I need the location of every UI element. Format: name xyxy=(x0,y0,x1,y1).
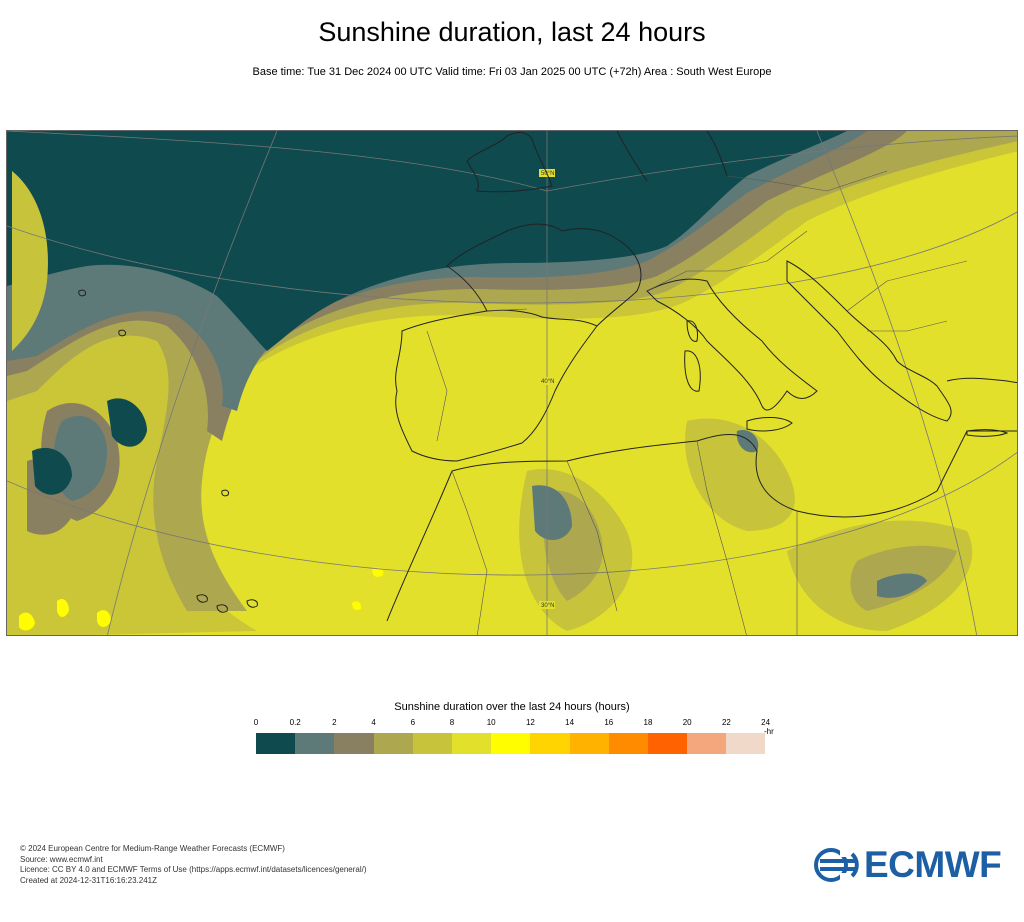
sunshine-map[interactable]: 50°N 40°N 30°N xyxy=(6,130,1018,636)
field-0.2-2h-egypt xyxy=(877,573,927,598)
ecmwf-logo[interactable]: ECMWF xyxy=(814,844,1002,885)
chart-subtitle: Base time: Tue 31 Dec 2024 00 UTC Valid … xyxy=(252,66,772,78)
legend-title: Sunshine duration over the last 24 hours… xyxy=(394,701,630,713)
legend-tick-label: 24 xyxy=(761,718,771,727)
legend-tick-labels: 0 0.2 2 4 6 8 10 12 14 16 18 20 22 24 xyxy=(0,718,1024,730)
legend-swatch xyxy=(491,733,531,754)
legend-colorbar xyxy=(256,733,766,754)
legend-tick-label: 4 xyxy=(371,718,376,727)
field-0.2-2h-tunisia xyxy=(736,430,759,453)
field-0-0.2h-atlantic2 xyxy=(32,447,72,495)
field-0.2-2h-atlas xyxy=(532,485,572,541)
lat-label-30n: 30°N xyxy=(541,603,554,609)
legend-swatch xyxy=(569,733,609,754)
ecmwf-logo-text: ECMWF xyxy=(864,844,1002,885)
legend-tick-label: 12 xyxy=(525,718,535,727)
legend-tick-label: 0 xyxy=(253,718,259,727)
field-10-12h-2 xyxy=(57,599,69,617)
field-10-12h-3 xyxy=(97,610,111,627)
graticule xyxy=(7,131,1017,635)
legend-swatch xyxy=(687,733,727,754)
legend-swatch xyxy=(647,733,688,754)
legend-swatch xyxy=(608,733,648,754)
legend-tick-label: 20 xyxy=(682,718,692,727)
legend-swatch xyxy=(256,733,296,754)
lat-label-50n: 50°N xyxy=(541,171,554,177)
footer-line: Licence: CC BY 4.0 and ECMWF Terms of Us… xyxy=(20,865,367,874)
legend-tick-label: 18 xyxy=(643,718,653,727)
field-6-8h-west-edge xyxy=(12,171,48,351)
legend-tick-label: 6 xyxy=(410,718,416,727)
legend-tick-label: 8 xyxy=(449,718,455,727)
legend-swatch xyxy=(726,733,766,754)
field-6-8h-libya xyxy=(685,418,795,531)
map-canvas: 50°N 40°N 30°N xyxy=(7,131,1017,635)
legend-swatch xyxy=(530,733,570,754)
field-0-0.2h-atlantic xyxy=(107,398,147,447)
legend-tick-label: 14 xyxy=(565,718,575,727)
footer-line: Source: www.ecmwf.int xyxy=(20,854,103,864)
field-0-0.2h xyxy=(7,131,847,351)
field-10-12h-1 xyxy=(19,612,35,631)
legend-tick-label: 22 xyxy=(721,718,731,727)
ecmwf-logo-icon xyxy=(814,848,860,882)
lat-label-40n: 40°N xyxy=(541,379,554,385)
legend-swatch xyxy=(334,733,374,754)
legend-swatch xyxy=(373,733,413,754)
country-borders xyxy=(426,170,968,635)
legend-tick-label: 10 xyxy=(486,718,496,727)
chart-title: Sunshine duration, last 24 hours xyxy=(318,17,706,47)
legend-tick-label: 2 xyxy=(332,718,337,727)
field-10-12h-5 xyxy=(352,601,362,611)
legend-swatch xyxy=(412,733,452,754)
legend-swatch xyxy=(295,733,335,754)
footer-line: Created at 2024-12-31T16:16:23.241Z xyxy=(20,875,157,885)
legend-tick-label: 16 xyxy=(604,718,614,727)
footer-line: © 2024 European Centre for Medium-Range … xyxy=(20,844,285,853)
field-10-12h-4 xyxy=(372,567,384,577)
legend-unit: -hr xyxy=(764,727,774,736)
legend-swatch xyxy=(451,733,492,754)
footer-credits: © 2024 European Centre for Medium-Range … xyxy=(20,844,367,886)
legend-tick-label: 0.2 xyxy=(289,718,301,727)
